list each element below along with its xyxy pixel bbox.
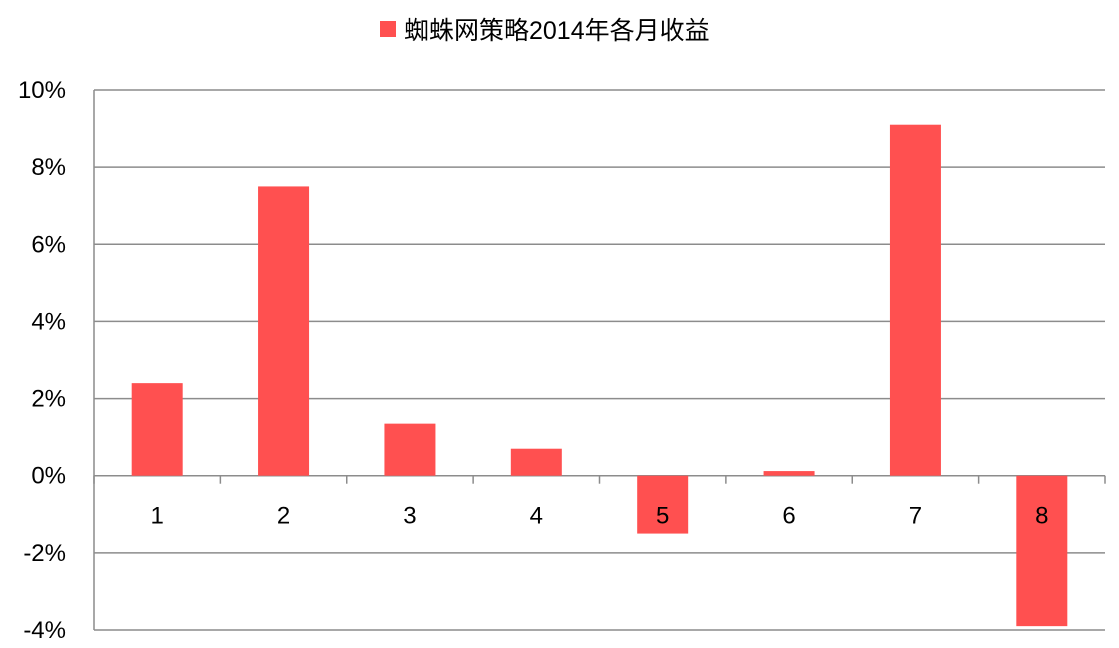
legend-swatch bbox=[380, 21, 396, 37]
x-category-label: 1 bbox=[151, 503, 164, 530]
y-tick-label: -2% bbox=[23, 540, 66, 567]
bar bbox=[1016, 475, 1068, 627]
y-tick-label: 10% bbox=[18, 77, 66, 104]
y-tick-label: 0% bbox=[31, 463, 66, 490]
legend-label: 蜘蛛网策略2014年各月收益 bbox=[404, 17, 710, 45]
x-category-label: 6 bbox=[782, 503, 795, 530]
bar bbox=[131, 383, 183, 476]
x-category-label: 4 bbox=[530, 503, 543, 530]
y-tick-label: 4% bbox=[31, 308, 66, 335]
y-tick-label: 2% bbox=[31, 386, 66, 413]
chart-legend: 蜘蛛网策略2014年各月收益 bbox=[380, 14, 710, 45]
x-category-label: 8 bbox=[1035, 503, 1048, 530]
bar bbox=[384, 423, 436, 476]
x-category-label: 3 bbox=[403, 503, 416, 530]
bar bbox=[510, 448, 562, 476]
bar bbox=[637, 475, 689, 534]
y-tick-label: 6% bbox=[31, 231, 66, 258]
x-category-label: 7 bbox=[909, 503, 922, 530]
bar bbox=[763, 471, 815, 476]
bar bbox=[258, 186, 310, 476]
x-category-label: 5 bbox=[656, 503, 669, 530]
y-tick-label: -4% bbox=[23, 617, 66, 644]
y-tick-label: 8% bbox=[31, 154, 66, 181]
x-category-label: 2 bbox=[277, 503, 290, 530]
bar bbox=[889, 124, 941, 476]
